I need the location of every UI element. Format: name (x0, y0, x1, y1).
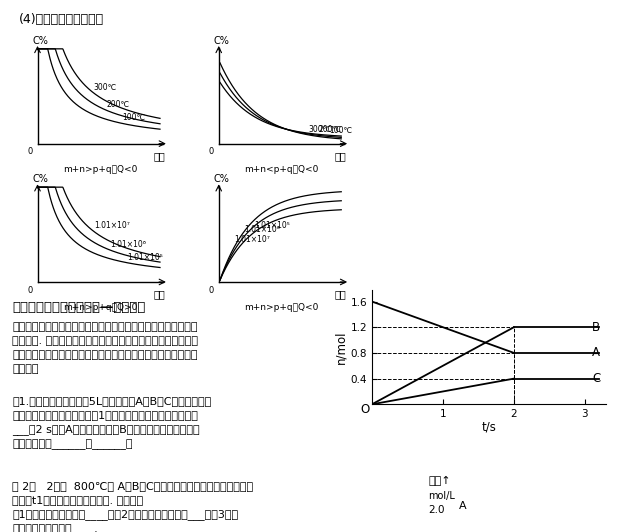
Text: 1.01×10⁶: 1.01×10⁶ (110, 240, 146, 249)
Text: C: C (592, 372, 600, 385)
Text: O: O (360, 403, 369, 417)
Text: C%: C% (214, 36, 229, 46)
Text: m+n<p+q，Q<0: m+n<p+q，Q<0 (244, 165, 319, 174)
Text: 1.01×10⁷: 1.01×10⁷ (94, 221, 129, 230)
Text: 300℃: 300℃ (309, 125, 332, 134)
Text: m+n>p+q，Q>0: m+n>p+q，Q>0 (62, 303, 138, 312)
Text: 温度: 温度 (153, 289, 165, 300)
Text: C%: C% (32, 174, 48, 184)
Text: 200℃: 200℃ (106, 100, 129, 109)
Text: 例 2图   2表示  800℃时 A、B、C三种气体物质的浓度随时间的变化
情况，t1是到达平衡状态的时间. 试回答：
（1）该反应的反应物是____；（2）: 例 2图 2表示 800℃时 A、B、C三种气体物质的浓度随时间的变化 情况，t… (12, 481, 254, 532)
Y-axis label: n/mol: n/mol (334, 330, 348, 364)
Text: 温度: 温度 (334, 289, 346, 300)
Text: 0: 0 (209, 147, 214, 156)
Text: 1.01×10⁵: 1.01×10⁵ (254, 221, 289, 230)
Text: A: A (592, 346, 600, 360)
Text: 100℃: 100℃ (329, 126, 352, 135)
Text: C%: C% (32, 36, 48, 46)
Text: 2.0: 2.0 (428, 505, 444, 516)
Text: 1.01×10⁶: 1.01×10⁶ (244, 226, 279, 234)
Text: (4)含量－温度－压强图: (4)含量－温度－压强图 (19, 13, 104, 26)
Text: 此类图像能说明各半衡体系组分（或某一成分）在反应过程中的
变化情况. 解题时要注意各物质曲线的折点（达平衡时刻），各
物质浓度变化的内在联系及比例符合化学方程式: 此类图像能说明各半衡体系组分（或某一成分）在反应过程中的 变化情况. 解题时要注… (12, 322, 199, 374)
Text: 0: 0 (209, 286, 214, 295)
Text: 0: 0 (28, 286, 32, 295)
Text: C%: C% (214, 174, 229, 184)
Text: 1.01×10⁷: 1.01×10⁷ (234, 236, 269, 245)
Text: 300℃: 300℃ (94, 83, 117, 92)
Text: 浓度↑: 浓度↑ (428, 476, 451, 486)
Text: m+n>p+q，Q<0: m+n>p+q，Q<0 (244, 303, 319, 312)
Text: 200℃: 200℃ (319, 126, 342, 134)
Text: m+n>p+q，Q<0: m+n>p+q，Q<0 (62, 165, 138, 174)
Text: 压强: 压强 (153, 151, 165, 161)
X-axis label: t/s: t/s (482, 421, 496, 434)
Text: 压强: 压强 (334, 151, 346, 161)
Text: 100℃: 100℃ (122, 113, 146, 122)
Text: 一、物质的量（或浓度）—时间图象: 一、物质的量（或浓度）—时间图象 (12, 301, 146, 313)
Text: 0: 0 (28, 147, 32, 156)
Text: A: A (459, 501, 467, 511)
Text: 例1.某温度下，在体积为5L的容器中，A、B、C三种物质物质
的量随着时间变化的关系如图1所示，则该反应的化学方程式为
___，2 s内用A的浓度变化和用B的浓: 例1.某温度下，在体积为5L的容器中，A、B、C三种物质物质 的量随着时间变化的… (12, 396, 212, 450)
Text: B: B (592, 321, 600, 334)
Text: 1.01×10⁵: 1.01×10⁵ (127, 253, 163, 262)
Text: mol/L: mol/L (428, 491, 455, 501)
